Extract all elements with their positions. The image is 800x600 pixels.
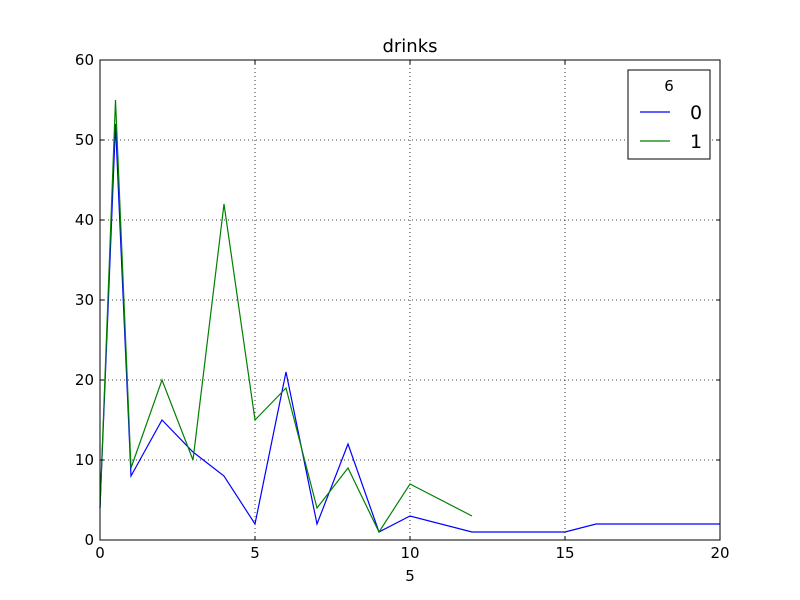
y-tick-label: 20	[75, 371, 94, 389]
x-tick-label: 0	[95, 544, 105, 562]
y-tick-label: 10	[75, 451, 94, 469]
legend: 6 0 1	[627, 69, 711, 160]
x-tick-label: 20	[710, 544, 729, 562]
y-tick-label: 50	[75, 131, 94, 149]
series-layer	[99, 99, 720, 534]
x-tick-label: 15	[555, 544, 574, 562]
legend-frame	[627, 69, 711, 160]
legend-label-1: 1	[690, 131, 702, 153]
legend-title: 6	[664, 77, 674, 95]
series-line-1	[99, 99, 473, 534]
y-tick-label: 30	[75, 291, 94, 309]
y-tick-label: 40	[75, 211, 94, 229]
x-tick-label: 5	[250, 544, 260, 562]
chart-title: drinks	[382, 36, 437, 57]
grid-lines	[100, 60, 720, 540]
legend-label-0: 0	[690, 102, 702, 124]
x-axis-label: 5	[405, 567, 415, 585]
y-tick-label: 60	[75, 51, 94, 69]
x-tick-label: 10	[400, 544, 419, 562]
y-tick-label: 0	[84, 531, 94, 549]
